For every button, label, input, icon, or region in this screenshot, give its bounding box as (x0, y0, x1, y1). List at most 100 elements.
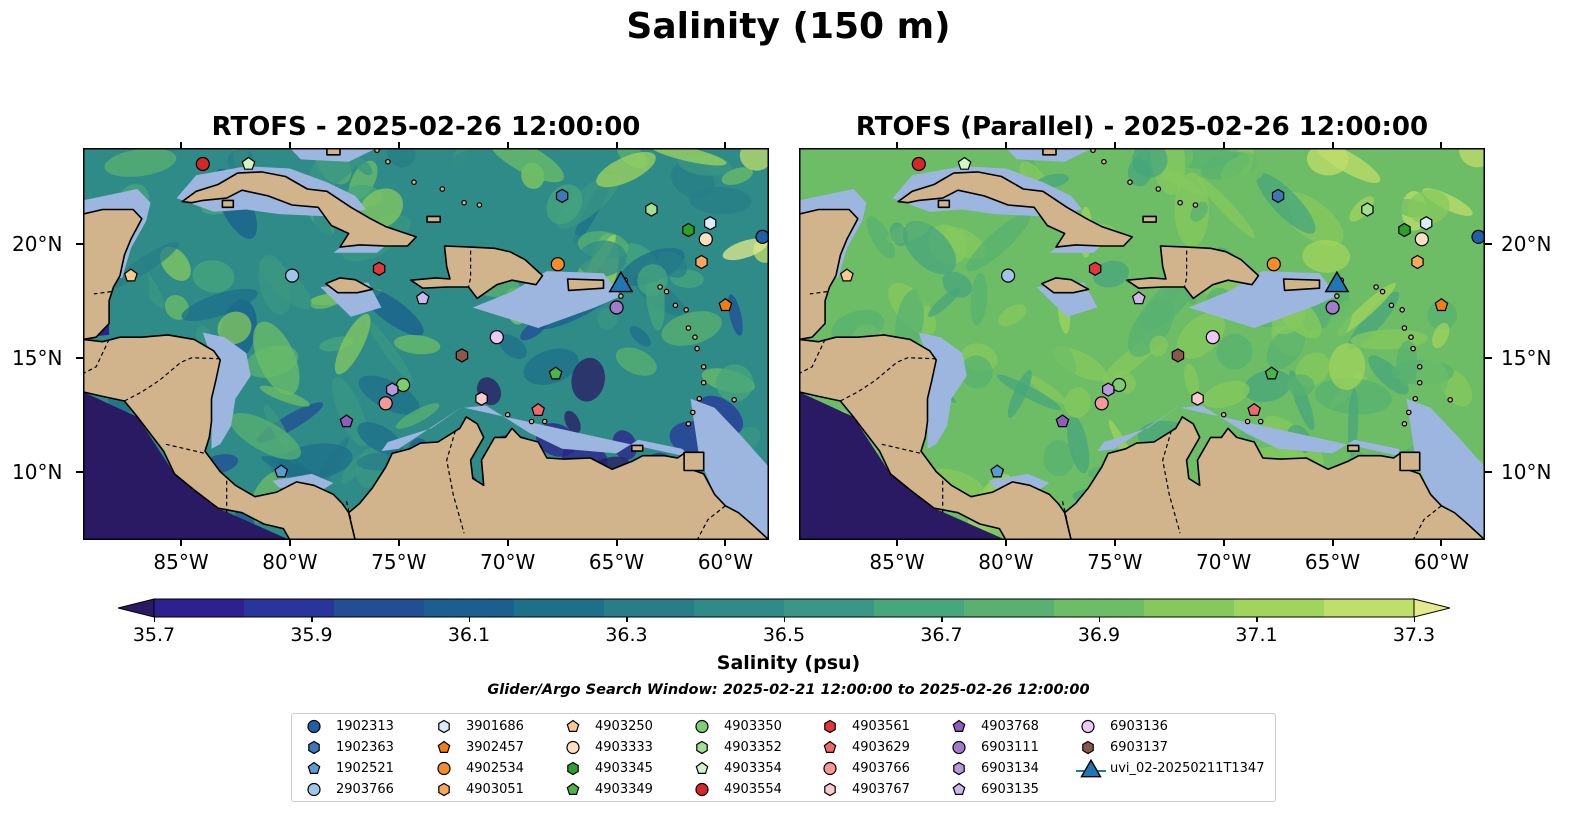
float-marker-6903135[interactable] (1131, 291, 1146, 305)
search-window-text: Glider/Argo Search Window: 2025-02-21 12… (487, 682, 1090, 698)
float-marker-6903134[interactable] (386, 382, 399, 397)
land-isla (221, 199, 235, 209)
float-marker-1902363[interactable] (1271, 188, 1285, 204)
legend-marker-circle (437, 761, 451, 776)
float-marker-1902521[interactable] (990, 464, 1005, 478)
colorbar-tick-mark (1098, 617, 1100, 622)
colorbar-tick-mark (153, 617, 155, 622)
float-marker-6903137[interactable] (455, 348, 469, 363)
float-marker-4903345[interactable] (682, 222, 695, 238)
small-island (700, 364, 707, 370)
float-marker-4902534[interactable] (1266, 257, 1281, 272)
x-tick-mark (1113, 540, 1116, 546)
y-tick-mark (1485, 242, 1492, 245)
legend-label: 4903051 (466, 782, 524, 797)
land-southam (1063, 416, 1485, 540)
float-marker-4903051[interactable] (695, 254, 708, 270)
float-marker-uvi_02-20250211T1347[interactable] (1324, 270, 1350, 293)
float-marker-4903554[interactable] (911, 156, 926, 172)
country-border (1162, 430, 1181, 534)
float-marker-4903629[interactable] (531, 402, 546, 416)
float-marker-4903349[interactable] (1264, 366, 1279, 380)
colorbar-bin (1324, 599, 1415, 617)
small-island (731, 397, 738, 403)
land-jamaica (325, 277, 374, 294)
small-island (700, 379, 707, 386)
small-island (683, 307, 690, 313)
float-marker-4903629[interactable] (1247, 402, 1262, 416)
float-marker-4903350[interactable] (1112, 377, 1127, 393)
float-marker-4903561[interactable] (1088, 261, 1102, 276)
small-island (1388, 302, 1395, 309)
float-marker-6903111[interactable] (1325, 300, 1340, 315)
float-marker-4903250[interactable] (123, 268, 138, 282)
float-marker-4903354[interactable] (957, 156, 972, 170)
land-isla (937, 199, 951, 209)
legend-label: 4903768 (981, 719, 1039, 734)
float-marker-3901686[interactable] (703, 216, 717, 231)
float-marker-4903768[interactable] (339, 414, 354, 428)
float-marker-4903766[interactable] (378, 396, 393, 411)
float-marker-4903767[interactable] (475, 391, 488, 406)
float-marker-3902457[interactable] (1434, 298, 1449, 312)
land-hispaniola (409, 245, 544, 300)
legend-label: 1902313 (336, 719, 394, 734)
float-marker-4903250[interactable] (839, 268, 854, 282)
float-marker-6903137[interactable] (1171, 348, 1185, 363)
float-marker-1902521[interactable] (274, 464, 289, 478)
small-island (1412, 395, 1419, 402)
float-marker-4903333[interactable] (1414, 232, 1429, 247)
y-tick-mark (76, 242, 83, 245)
x-tick-mark (896, 142, 898, 148)
legend-marker-hexagon (438, 719, 450, 734)
float-marker-4903554[interactable] (195, 156, 210, 172)
x-tick-mark (1004, 540, 1007, 546)
float-marker-4903561[interactable] (372, 261, 386, 276)
float-marker-4903352[interactable] (645, 202, 658, 217)
x-tick-mark (397, 540, 400, 546)
legend-label: uvi_02-20250211T1347 (1110, 761, 1265, 776)
float-marker-4902534[interactable] (550, 257, 565, 272)
x-tick-mark (1440, 540, 1443, 546)
legend-marker-pentagon (437, 740, 451, 753)
float-marker-6903136[interactable] (489, 330, 504, 345)
small-island (1410, 345, 1416, 352)
float-marker-4903345[interactable] (1398, 222, 1411, 238)
land-yucatan (799, 208, 859, 341)
float-marker-4903354[interactable] (241, 156, 256, 170)
legend-marker-hexagon (1082, 740, 1094, 755)
float-marker-4903352[interactable] (1361, 202, 1374, 217)
float-marker-4903766[interactable] (1094, 396, 1109, 411)
float-marker-uvi_02-20250211T1347[interactable] (608, 270, 634, 293)
float-marker-4903051[interactable] (1411, 254, 1424, 270)
float-marker-6903134[interactable] (1102, 382, 1115, 397)
pacific-region (83, 391, 290, 540)
float-marker-3902457[interactable] (718, 298, 733, 312)
country-border (799, 339, 826, 375)
float-marker-6903135[interactable] (415, 291, 430, 305)
float-marker-3901686[interactable] (1419, 216, 1433, 231)
land-andros (326, 148, 341, 156)
legend-marker-pentagon (952, 719, 966, 732)
colorbar-tick-label: 35.9 (290, 624, 333, 646)
colorbar-tick-label: 36.5 (762, 624, 806, 646)
small-island (1416, 364, 1423, 370)
float-marker-2903766[interactable] (1001, 268, 1016, 283)
float-marker-6903136[interactable] (1205, 330, 1220, 345)
x-tick-mark (724, 540, 727, 546)
float-marker-1902363[interactable] (555, 188, 569, 204)
float-marker-4903349[interactable] (548, 366, 563, 380)
float-marker-4903767[interactable] (1191, 391, 1204, 406)
float-marker-1902313[interactable] (755, 229, 769, 244)
y-tick-label: 10°N (1501, 459, 1552, 484)
float-marker-6903111[interactable] (609, 300, 624, 315)
float-marker-2903766[interactable] (285, 268, 300, 283)
float-marker-4903768[interactable] (1055, 414, 1070, 428)
small-island (692, 334, 698, 341)
colorbar-tick-mark (1413, 617, 1415, 622)
float-marker-4903350[interactable] (396, 377, 411, 393)
float-marker-1902313[interactable] (1471, 229, 1485, 244)
colorbar-bin (964, 599, 1055, 617)
float-marker-4903333[interactable] (698, 232, 713, 247)
land-puertorico (1282, 278, 1321, 292)
